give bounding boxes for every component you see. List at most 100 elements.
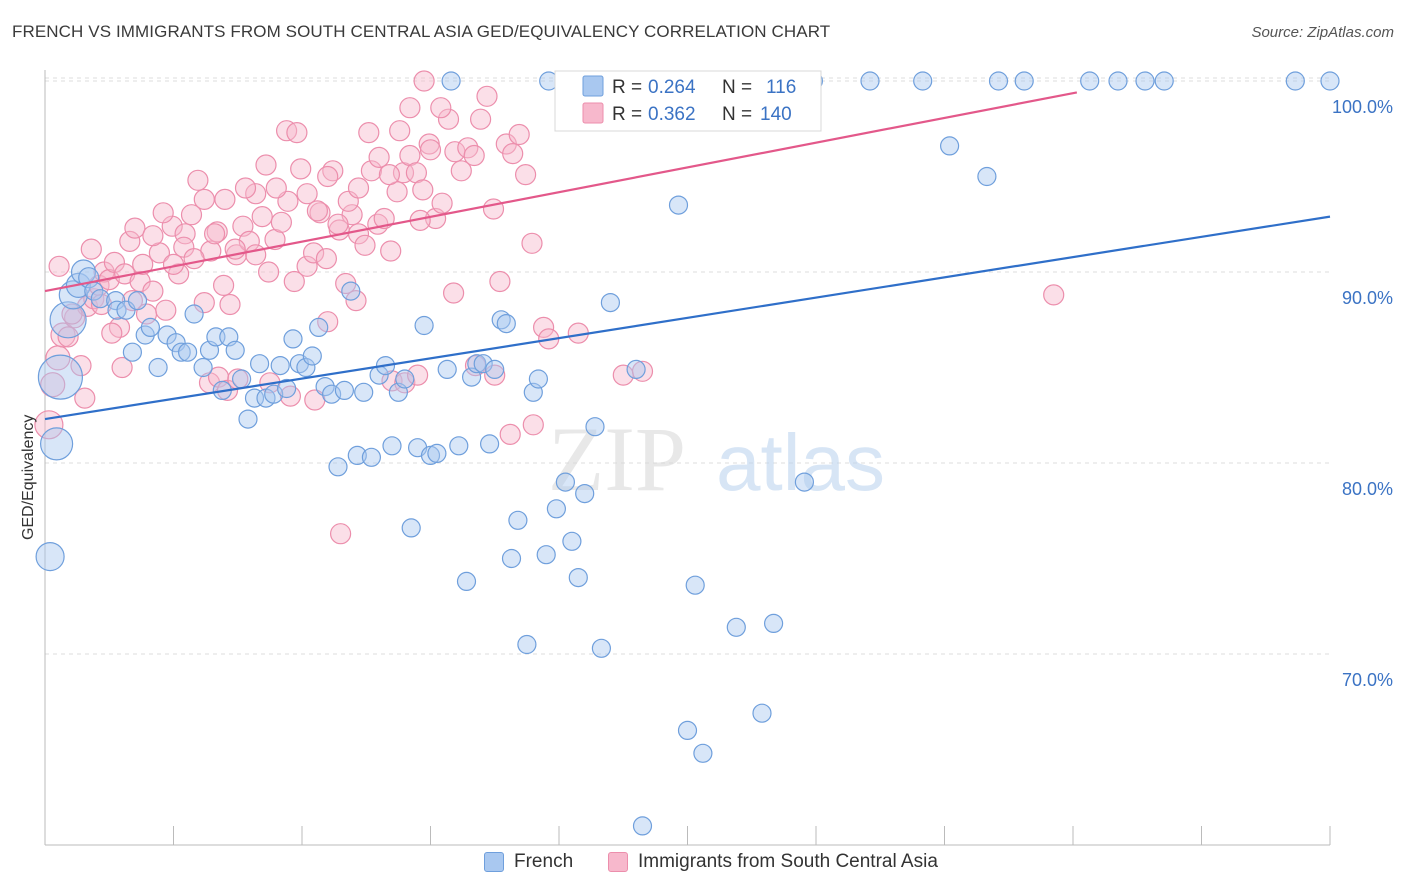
source-label: Source: ZipAtlas.com [1251, 24, 1394, 41]
data-point-immigrants [183, 248, 205, 270]
data-point-french [361, 447, 381, 467]
data-point-french [591, 638, 612, 658]
data-point-french [296, 357, 316, 378]
data-point-french [467, 354, 487, 374]
data-point-immigrants [57, 326, 79, 348]
data-point-french [473, 354, 493, 374]
data-point-immigrants [306, 200, 328, 222]
data-point-french [39, 427, 74, 461]
data-point-immigrants [354, 234, 376, 256]
data-point-french [244, 388, 265, 408]
data-point-french [977, 166, 997, 187]
data-point-french [238, 409, 258, 429]
chart-title: FRENCH VS IMMIGRANTS FROM SOUTH CENTRAL … [12, 22, 831, 41]
data-point-french [517, 634, 537, 655]
data-point-french [37, 354, 84, 400]
data-point-immigrants [48, 255, 70, 277]
data-point-immigrants [419, 139, 442, 161]
trend-line-immigrants [44, 91, 1078, 293]
data-point-french [626, 359, 646, 379]
data-point-french [575, 484, 595, 504]
data-point-french [1080, 71, 1100, 91]
data-point-immigrants [315, 248, 337, 270]
trend-lines [44, 91, 1331, 421]
data-point-french [35, 541, 65, 572]
data-point-french [302, 346, 322, 366]
legend-swatch-french [582, 75, 604, 97]
data-point-immigrants [214, 188, 236, 210]
legend-r-value-french: 0.264 [648, 77, 696, 98]
scatter-chart: ZIP atlas 70.0%80.0%90.0%100.0% 0.0%100.… [20, 70, 1393, 846]
legend-n-label-french: N = [722, 77, 752, 98]
data-point-immigrants [121, 290, 143, 312]
data-point-immigrants [245, 244, 267, 266]
data-point-immigrants [412, 179, 434, 201]
data-point-immigrants [193, 188, 215, 210]
bottom-legend: French Immigrants from South Central Asi… [0, 851, 1406, 879]
data-point-french [127, 291, 148, 311]
bottom-legend-label-french: French [514, 851, 574, 872]
data-point-immigrants [251, 206, 273, 228]
data-point-french [437, 359, 457, 379]
data-point-french [485, 359, 505, 379]
data-point-immigrants [296, 183, 318, 205]
data-point-immigrants [358, 122, 380, 144]
data-point-french [1154, 71, 1174, 91]
data-point-immigrants [499, 423, 521, 445]
legend-r-value-immig: 0.362 [648, 104, 696, 125]
y-tick-label: 80.0% [1342, 479, 1393, 499]
data-point-immigrants [213, 274, 235, 296]
data-point-immigrants [286, 122, 308, 144]
data-point-immigrants [431, 192, 453, 214]
data-point-immigrants [470, 108, 492, 130]
data-point-french [347, 445, 367, 465]
data-point-french [562, 531, 582, 551]
data-point-french [501, 548, 522, 569]
legend-r-label-french: R = [612, 77, 642, 98]
data-point-immigrants [508, 123, 530, 146]
data-point-immigrants [1043, 284, 1065, 306]
watermark: ZIP atlas [548, 408, 885, 510]
data-point-french [1135, 71, 1155, 91]
bottom-legend-french: French [484, 851, 573, 873]
data-point-immigrants [502, 143, 524, 165]
data-point-french [988, 71, 1009, 91]
data-point-immigrants [532, 316, 555, 338]
data-point-french [225, 340, 245, 360]
data-point-french [322, 384, 342, 404]
data-point-immigrants [101, 322, 123, 344]
data-point-french [763, 613, 784, 634]
data-point-immigrants [360, 160, 382, 182]
y-tick-label: 90.0% [1342, 288, 1393, 308]
data-point-french [536, 545, 556, 565]
data-point-french [508, 510, 528, 530]
data-point-french [315, 377, 335, 397]
data-point-immigrants [443, 282, 465, 304]
data-point-immigrants [40, 372, 66, 398]
data-point-french [277, 378, 297, 399]
data-point-french [354, 382, 374, 402]
data-point-french [794, 472, 815, 492]
data-point-immigrants [521, 232, 543, 254]
data-point-immigrants [50, 322, 76, 348]
data-point-french [496, 314, 516, 334]
data-point-immigrants [437, 108, 460, 130]
data-point-french [140, 317, 160, 337]
data-point-immigrants [290, 158, 312, 180]
gridlines [45, 77, 1330, 655]
data-point-immigrants [394, 372, 416, 394]
data-point-immigrants [303, 242, 325, 264]
data-point-immigrants [522, 414, 544, 436]
data-point-immigrants [327, 213, 349, 235]
data-point-french [528, 369, 549, 389]
data-point-french [1108, 71, 1128, 91]
data-point-immigrants [489, 270, 511, 293]
data-point-immigrants [476, 85, 498, 107]
trend-line-french [44, 215, 1331, 421]
data-point-immigrants [142, 225, 164, 247]
data-point-immigrants [463, 144, 485, 167]
data-point-immigrants [132, 253, 154, 275]
data-point-french [334, 380, 354, 400]
data-point-french [568, 567, 588, 588]
data-point-french [1320, 71, 1340, 91]
